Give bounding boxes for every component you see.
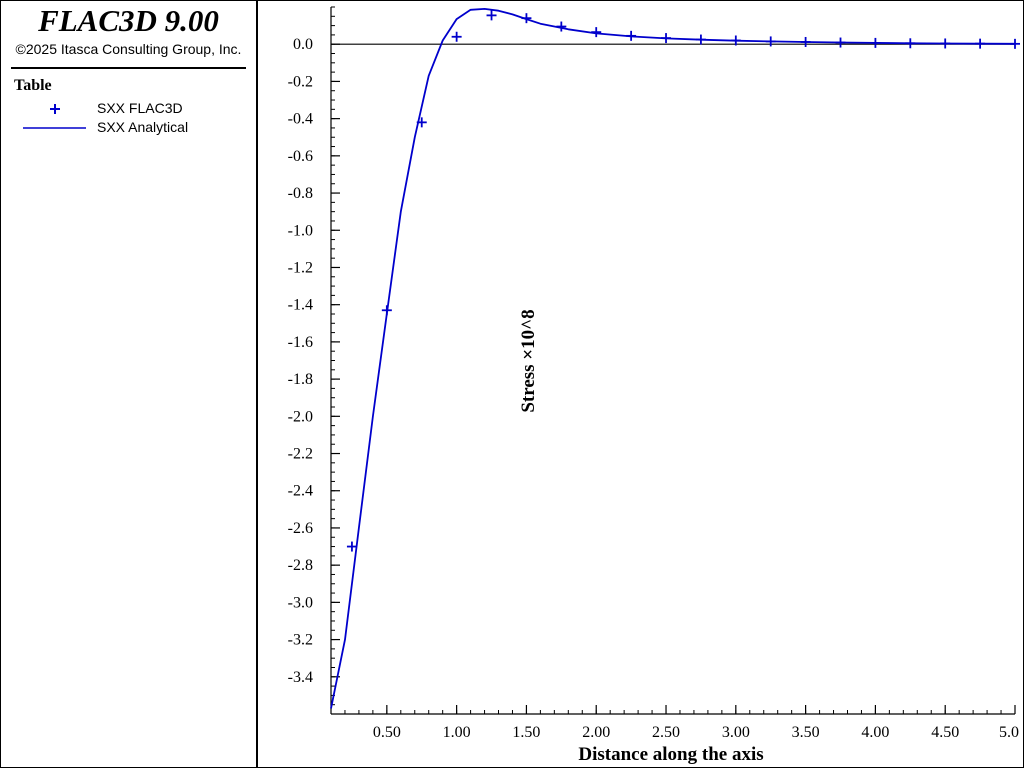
y-tick-label: -2.4: [288, 483, 313, 500]
legend-item-sxx-flac3d: SXX FLAC3D: [1, 99, 256, 119]
legend-title: Table: [14, 77, 52, 94]
x-tick-label: 1.50: [512, 724, 540, 741]
legend-panel: FLAC3D 9.00 ©2025 Itasca Consulting Grou…: [1, 1, 258, 767]
data-point-plus: [486, 10, 497, 21]
y-axis-label: Stress ×10^8: [518, 309, 539, 412]
y-tick-label: -1.2: [288, 259, 313, 276]
y-tick-label: -1.4: [288, 297, 313, 314]
x-tick-label: 4.00: [861, 724, 889, 741]
x-tick-label: 2.50: [652, 724, 680, 741]
y-tick-label: -1.8: [288, 371, 313, 388]
x-tick-label: 2.00: [582, 724, 610, 741]
y-tick-label: -1.0: [288, 222, 313, 239]
legend-label: SXX Analytical: [97, 119, 189, 135]
y-tick-label: -0.6: [288, 148, 313, 165]
x-tick-label: 4.50: [931, 724, 959, 741]
y-tick-label: -2.0: [288, 408, 313, 425]
legend-label: SXX FLAC3D: [97, 100, 183, 116]
y-tick-label: -0.4: [288, 111, 313, 128]
x-tick-label: 0.50: [373, 724, 401, 741]
y-tick-label: -2.6: [288, 520, 313, 537]
data-point-plus: [451, 31, 462, 42]
legend-divider: [11, 67, 246, 69]
y-tick-label: -3.0: [288, 594, 313, 611]
y-tick-label: -0.2: [288, 73, 313, 90]
data-point-plus: [346, 541, 357, 552]
y-tick-label: -1.6: [288, 334, 313, 351]
x-tick-label: 5.0: [999, 724, 1019, 741]
stress-chart: 0.0 -0.2 -0.4 -0.6 -0.8 -1.0 -1.2 -1.4 -1.6 -1.8 -…: [288, 6, 1020, 765]
chart-axes: 0.0 -0.2 -0.4 -0.6 -0.8 -1.0 -1.2 -1.4 -1.6 -1.8 -…: [288, 6, 1019, 741]
chart-marks: [330, 8, 1020, 709]
x-axis-label: Distance along the axis: [578, 744, 763, 765]
x-tick-label: 3.00: [722, 724, 750, 741]
plus-marker-icon: [50, 104, 60, 114]
y-tick-label: -3.4: [288, 669, 313, 686]
y-tick-label: -2.2: [288, 446, 313, 463]
y-tick-label: -3.2: [288, 632, 313, 649]
copyright-text: ©2025 Itasca Consulting Group, Inc.: [15, 41, 242, 57]
y-tick-label: 0.0: [293, 36, 313, 53]
series-line-sxx-analytical: [330, 8, 1016, 709]
app-title: FLAC3D 9.00: [38, 3, 219, 38]
y-tick-label: -0.8: [288, 185, 313, 202]
x-tick-label: 1.00: [443, 724, 471, 741]
x-tick-label: 3.50: [792, 724, 820, 741]
y-tick-label: -2.8: [288, 557, 313, 574]
legend-item-sxx-analytical: SXX Analytical: [1, 118, 256, 138]
line-marker-icon: [23, 127, 86, 129]
